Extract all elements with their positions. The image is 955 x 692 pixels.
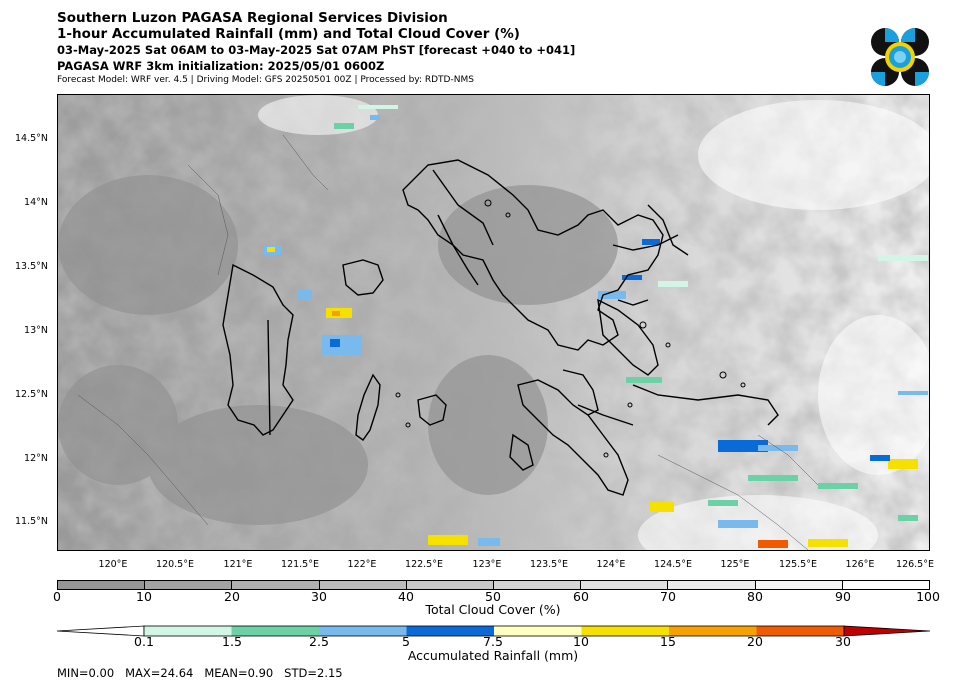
cloud-colorbar-segment <box>668 581 756 589</box>
map-title: Southern Luzon PAGASA Regional Services … <box>57 10 448 26</box>
lat-label: 11.5°N <box>14 516 48 527</box>
model-info: Forecast Model: WRF ver. 4.5 | Driving M… <box>57 75 474 85</box>
rainfall-statistics: MIN=0.00 MAX=24.64 MEAN=0.90 STD=2.15 <box>57 666 343 680</box>
cloud-tick: 60 <box>573 589 589 604</box>
lon-label: 121°E <box>223 559 253 570</box>
cloud-colorbar-segment <box>319 581 407 589</box>
cloud-tick: 30 <box>311 589 327 604</box>
coastlines <box>222 159 779 496</box>
initialization-info: PAGASA WRF 3km initialization: 2025/05/0… <box>57 59 385 73</box>
lat-label: 12.5°N <box>14 389 48 400</box>
lon-label: 124.5°E <box>654 559 692 570</box>
lon-label: 123.5°E <box>530 559 568 570</box>
cloud-colorbar-segment <box>581 581 669 589</box>
rain-tick: 2.5 <box>309 634 329 649</box>
cloud-tick: 50 <box>485 589 501 604</box>
cloud-tick: 80 <box>747 589 763 604</box>
rain-colorbar-title: Accumulated Rainfall (mm) <box>407 648 579 663</box>
lon-label: 121.5°E <box>281 559 319 570</box>
lon-label: 120.5°E <box>156 559 194 570</box>
small-islands <box>395 199 746 458</box>
cloud-tick: 70 <box>660 589 676 604</box>
cloud-colorbar-segment <box>232 581 320 589</box>
rain-tick: 0.1 <box>134 634 154 649</box>
rain-tick: 1.5 <box>222 634 242 649</box>
lon-label: 124°E <box>596 559 626 570</box>
lat-label: 14.5°N <box>14 133 48 144</box>
lon-label: 126.5°E <box>896 559 934 570</box>
cloud-tick: 40 <box>398 589 414 604</box>
cloud-tick: 0 <box>53 589 61 604</box>
lon-label: 120°E <box>98 559 128 570</box>
cloud-tick: 10 <box>136 589 152 604</box>
rain-tick: 30 <box>835 634 851 649</box>
map-subtitle: 1-hour Accumulated Rainfall (mm) and Tot… <box>57 26 520 42</box>
cloud-tick: 100 <box>916 589 940 604</box>
lon-label: 125.5°E <box>779 559 817 570</box>
cloud-colorbar-segment <box>406 581 495 589</box>
cloud-colorbar-segment <box>842 581 930 589</box>
cloud-colorbar-segment <box>755 581 843 589</box>
lon-label: 125°E <box>720 559 750 570</box>
rain-tick: 20 <box>747 634 763 649</box>
lat-label: 12°N <box>24 453 48 464</box>
lat-label: 14°N <box>24 197 48 208</box>
cloud-tick: 90 <box>835 589 851 604</box>
cloud-colorbar-title: Total Cloud Cover (%) <box>425 602 561 617</box>
rain-tick: 5 <box>402 634 410 649</box>
cloud-colorbar-segment <box>145 581 233 589</box>
lat-label: 13.5°N <box>14 261 48 272</box>
weather-map <box>57 94 930 551</box>
rain-tick: 7.5 <box>483 634 503 649</box>
province-boundaries <box>77 134 819 550</box>
rain-tick: 15 <box>660 634 676 649</box>
lon-label: 123°E <box>472 559 502 570</box>
rainfall-colorbar <box>56 625 931 637</box>
cloud-tick: 20 <box>224 589 240 604</box>
map-canvas <box>58 95 929 550</box>
rainfall-cells <box>263 105 928 548</box>
lon-label: 122°E <box>347 559 377 570</box>
cloud-cover-colorbar <box>57 580 930 590</box>
cloud-colorbar-segment <box>494 581 582 589</box>
rain-tick: 10 <box>573 634 589 649</box>
lat-label: 13°N <box>24 325 48 336</box>
lon-label: 126°E <box>845 559 875 570</box>
cloud-colorbar-segment <box>58 581 146 589</box>
lon-label: 122.5°E <box>405 559 443 570</box>
forecast-period: 03-May-2025 Sat 06AM to 03-May-2025 Sat … <box>57 43 576 57</box>
pagasa-logo <box>871 28 929 86</box>
